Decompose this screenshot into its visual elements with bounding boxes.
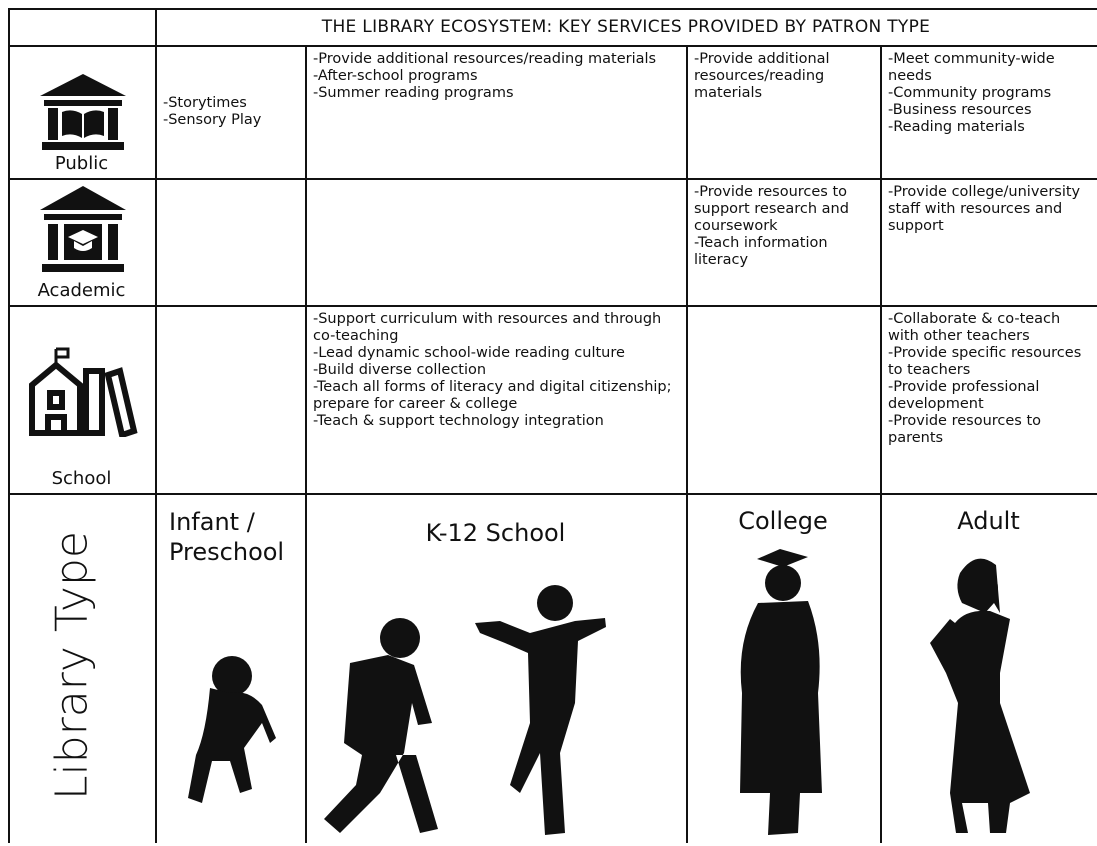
service-cell: -Provide additional resources/reading ma… (686, 45, 882, 180)
table (8, 8, 1097, 843)
service-cell: -Provide college/university staff with r… (880, 178, 1097, 307)
service-cell: -Support curriculum with resources and t… (305, 305, 688, 495)
row-label-cell: School (8, 305, 157, 495)
row-label: Public (54, 153, 109, 174)
academic-icon (40, 186, 126, 272)
patron-type: College (738, 507, 828, 535)
bottom-label-cell (8, 493, 157, 843)
service-item: -After-school programs (313, 68, 478, 84)
service-cell: -Collaborate & co-teach with other teach… (880, 305, 1097, 495)
service-item: -Support curriculum with resources and t… (313, 311, 662, 344)
service-item: -Provide additional resources/reading ma… (694, 51, 830, 101)
service-cell: -Provide additional resources/reading ma… (305, 45, 688, 180)
service-item: -Teach all forms of literacy and digital… (313, 379, 672, 412)
service-item: -Reading materials (888, 119, 1025, 135)
service-item: -Provide specific resources to teachers (888, 345, 1082, 378)
service-item: -Storytimes (163, 94, 247, 111)
service-cell (305, 178, 688, 307)
patron-cell: College (686, 493, 882, 843)
patron-cell: K-12 School (305, 493, 688, 843)
patron-type: K-12 School (425, 519, 566, 547)
service-cell: -Provide resources to support research a… (686, 178, 882, 307)
service-item: -Sensory Play (163, 111, 262, 128)
service-cell (155, 305, 307, 495)
service-item: -Lead dynamic school-wide reading cultur… (313, 345, 625, 361)
public-icon (40, 74, 126, 150)
corner-cell (8, 8, 157, 47)
service-cell (686, 305, 882, 495)
title: THE LIBRARY ECOSYSTEM: KEY SERVICES PROV… (321, 16, 931, 37)
service-cell: -Storytimes -Sensory Play (155, 45, 307, 180)
row-label-cell: Academic (8, 178, 157, 307)
title-cell: THE LIBRARY ECOSYSTEM: KEY SERVICES PROV… (155, 8, 1097, 47)
service-item: -Provide resources to support research a… (694, 184, 849, 234)
service-item: -Provide resources to parents (888, 413, 1042, 446)
service-item: -Community programs (888, 85, 1052, 101)
row-label: Academic (37, 280, 126, 301)
service-item: -Teach information literacy (694, 235, 828, 268)
service-item: -Build diverse collection (313, 362, 487, 378)
service-item: -Summer reading programs (313, 85, 514, 101)
patron-cell: Adult (880, 493, 1097, 843)
patron-type: Adult (957, 507, 1020, 535)
service-item: -Teach & support technology integration (313, 413, 604, 429)
service-item: -Meet community-wide needs (888, 51, 1055, 84)
row-label: School (51, 468, 112, 489)
service-cell: -Meet community-wide needs -Community pro… (880, 45, 1097, 180)
patron-cell: Infant / Preschool (155, 493, 307, 843)
row-label-cell: Public (8, 45, 157, 180)
service-item: -Business resources (888, 102, 1032, 118)
service-item: -Provide professional development (888, 379, 1040, 412)
service-item: -Provide college/university staff with r… (888, 184, 1081, 234)
service-item: -Collaborate & co-teach with other teach… (888, 311, 1061, 344)
silhouettes (188, 549, 1030, 835)
service-cell (155, 178, 307, 307)
school-icon (29, 347, 138, 437)
patron-type: Infant / Preschool (169, 508, 285, 566)
service-item: -Provide additional resources/reading ma… (313, 51, 657, 67)
